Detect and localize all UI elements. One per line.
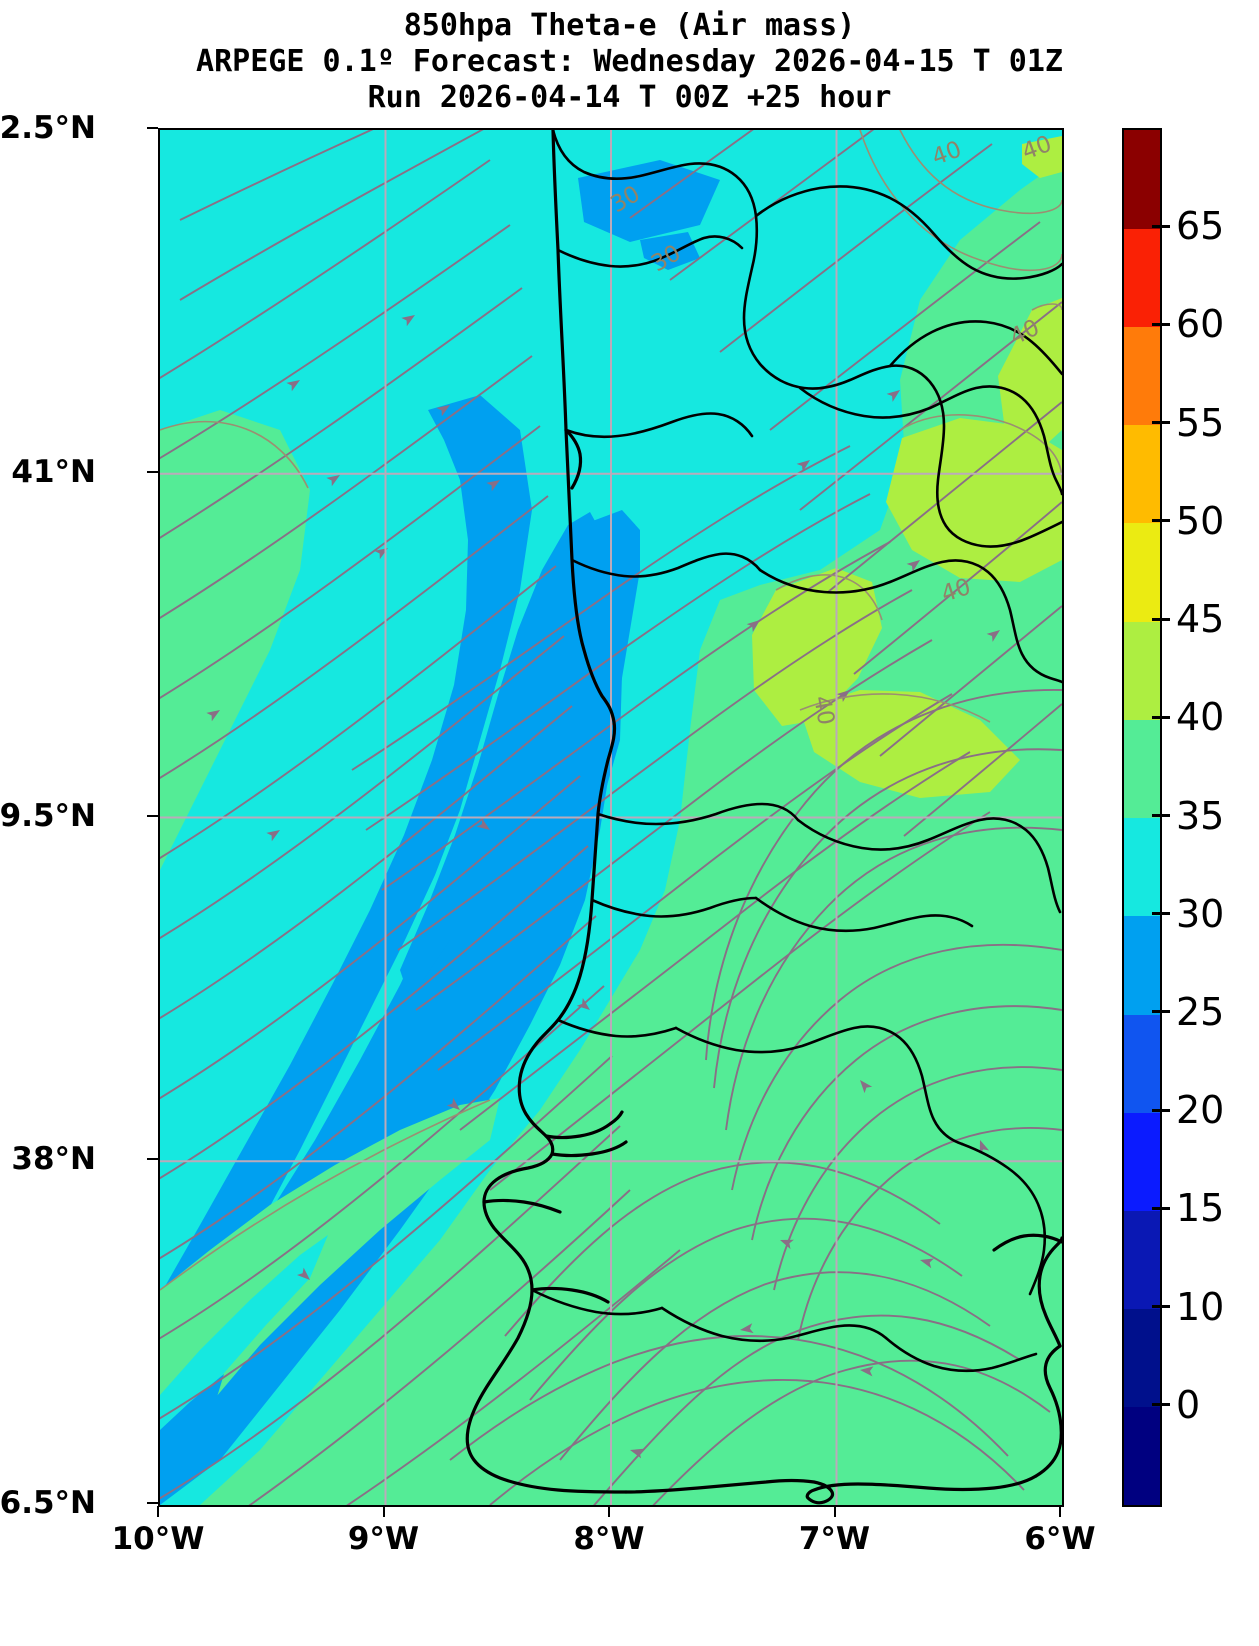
contour-patch-north-a <box>578 160 720 242</box>
title-block: 850hpa Theta-e (Air mass) ARPEGE 0.1º Fo… <box>0 8 1259 116</box>
colorbar-segment <box>1124 326 1160 426</box>
colorbar-tick-label: 25 <box>1176 989 1225 1034</box>
colorbar-segment <box>1124 719 1160 819</box>
colorbar-segment <box>1124 621 1160 720</box>
longitude-tick-mark <box>833 1506 836 1517</box>
latitude-tick-label: 36.5°N <box>0 1485 96 1521</box>
latitude-tick-label: 41°N <box>11 453 96 490</box>
colorbar-tick-mark <box>1152 224 1170 228</box>
colorbar-tick-label: 30 <box>1176 891 1225 936</box>
colorbar-tick-label: 60 <box>1176 302 1225 347</box>
colorbar-tick-label: 45 <box>1176 597 1225 642</box>
streamline-layer <box>160 130 1062 1505</box>
longitude-tick-label: 6°W <box>1024 1521 1096 1557</box>
contour-band-25-30-swcorner <box>160 1374 224 1490</box>
longitude-tick-mark <box>382 1506 385 1517</box>
colorbar-tick-label: 40 <box>1176 695 1225 740</box>
colorbar-tick-label: 10 <box>1176 1284 1225 1329</box>
colorbar-segment <box>1124 1210 1160 1310</box>
contour-band-40-45-topright <box>1022 136 1062 178</box>
longitude-tick-mark <box>157 1506 159 1517</box>
contour-band-blue-long-strip <box>160 395 532 1430</box>
longitude-tick-label: 8°W <box>573 1521 645 1557</box>
colorbar-segment <box>1124 1308 1160 1408</box>
contour-band-40-45-central-b <box>800 690 1020 798</box>
colorbar-tick-label: 50 <box>1176 498 1225 543</box>
colorbar-tick-label: 0 <box>1176 1382 1201 1427</box>
latitude-tick-mark <box>147 1502 158 1504</box>
colorbar-tick-mark <box>1152 1206 1170 1210</box>
colorbar-segment <box>1124 1013 1160 1113</box>
longitude-tick-label: 9°W <box>347 1521 420 1557</box>
streamline-arrow-layer <box>206 315 1000 1459</box>
colorbar-segment <box>1124 1112 1160 1211</box>
colorbar-segment <box>1124 817 1160 917</box>
longitude-tick-label: 7°W <box>798 1521 871 1557</box>
chart-subtitle-forecast: ARPEGE 0.1º Forecast: Wednesday 2026-04-… <box>196 44 1063 79</box>
colorbar-segment <box>1124 228 1160 328</box>
contour-band-35-40-sw <box>160 1098 500 1470</box>
colorbar-segment <box>1124 522 1160 622</box>
colorbar-tick-mark <box>1152 912 1170 916</box>
contour-band-40-45-ne-a <box>998 298 1062 452</box>
colorbar-tick-mark <box>1152 814 1170 817</box>
latitude-tick-label: 42.5°N <box>0 110 96 146</box>
colorbar-tick-label: 55 <box>1176 400 1225 445</box>
colorbar-tick-label: 20 <box>1176 1088 1225 1133</box>
contour-label: 40 <box>808 694 839 727</box>
colorbar-tick-mark <box>1152 322 1170 326</box>
latitude-tick-mark <box>147 127 158 129</box>
colorbar-tick-label: 65 <box>1176 204 1225 249</box>
latitude-tick-mark <box>147 1158 158 1161</box>
colorbar-segment <box>1124 915 1160 1015</box>
colorbar-segment <box>1124 1406 1160 1505</box>
longitude-tick-mark <box>1059 1506 1061 1517</box>
geography-layer <box>465 130 1062 1505</box>
colorbar-tick-mark <box>1152 421 1170 425</box>
latitude-tick-mark <box>147 814 158 817</box>
chart-subtitle-run: Run 2026-04-14 T 00Z +25 hour <box>367 80 892 115</box>
latitude-tick-label: 39.5°N <box>0 797 96 834</box>
colorbar-tick-mark <box>1152 1403 1170 1407</box>
colorbar[interactable] <box>1122 128 1162 1507</box>
colorbar-tick-mark <box>1152 1305 1170 1309</box>
colorbar-tick-mark <box>1152 715 1170 719</box>
colorbar-tick-mark <box>1152 1010 1170 1014</box>
contour-band-30-35-sw <box>160 1235 328 1460</box>
longitude-tick-label: 10°W <box>111 1521 205 1557</box>
colorbar-tick-mark <box>1152 519 1170 523</box>
map-plot-area[interactable]: 30 30 40 40 40 40 40 <box>158 128 1064 1507</box>
colorbar-tick-mark <box>1152 1108 1170 1112</box>
colorbar-tick-label: 35 <box>1176 793 1225 838</box>
latitude-tick-mark <box>147 470 158 473</box>
colorbar-segment <box>1124 130 1160 229</box>
chart-title: 850hpa Theta-e (Air mass) <box>403 8 856 43</box>
longitude-tick-mark <box>608 1506 610 1517</box>
colorbar-tick-label: 15 <box>1176 1186 1225 1231</box>
latitude-tick-label: 38°N <box>11 1141 96 1178</box>
colorbar-tick-mark <box>1152 617 1170 621</box>
contour-line-layer <box>160 130 1062 1291</box>
colorbar-segment <box>1124 424 1160 524</box>
